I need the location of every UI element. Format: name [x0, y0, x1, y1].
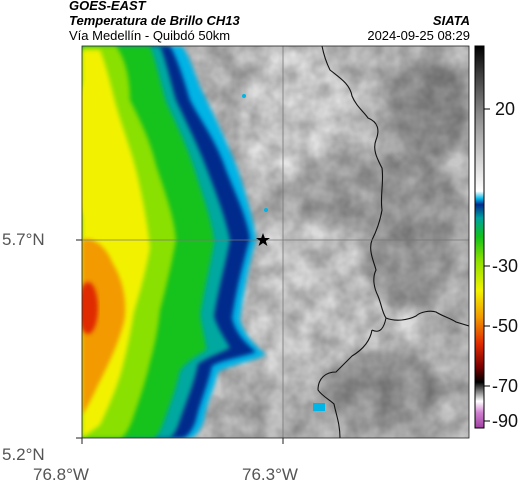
colorbar-tick-label: -50 — [492, 316, 519, 336]
colorbar-tick-label: -70 — [492, 376, 519, 396]
institution-label: SIATA — [432, 13, 470, 28]
boundary-line — [321, 46, 469, 327]
lat-tick-label: 5.2°N — [2, 445, 45, 464]
datetime-label: 2024-09-25 08:29 — [367, 28, 470, 43]
satellite-title: GOES-EAST — [69, 0, 146, 13]
product-title: Temperatura de Brillo CH13 — [69, 13, 240, 28]
star-marker — [256, 233, 270, 246]
lon-tick-label: 76.3°W — [242, 465, 298, 484]
map-frame — [81, 45, 470, 439]
colorbar-tick-label: 20 — [495, 99, 516, 119]
colorbar-tick-label: -90 — [492, 411, 519, 431]
cloud-cyan-patch — [313, 403, 325, 411]
cloud-orange — [82, 239, 126, 415]
lon-tick-label: 76.8°W — [33, 465, 89, 484]
region-subtitle: Vía Medellín - Quibdó 50km — [69, 28, 231, 43]
colorbar-tick-label: -30 — [492, 256, 519, 276]
cloud-red-core — [82, 282, 98, 334]
lat-tick-label: 5.7°N — [2, 230, 45, 249]
colorbar — [474, 45, 485, 429]
